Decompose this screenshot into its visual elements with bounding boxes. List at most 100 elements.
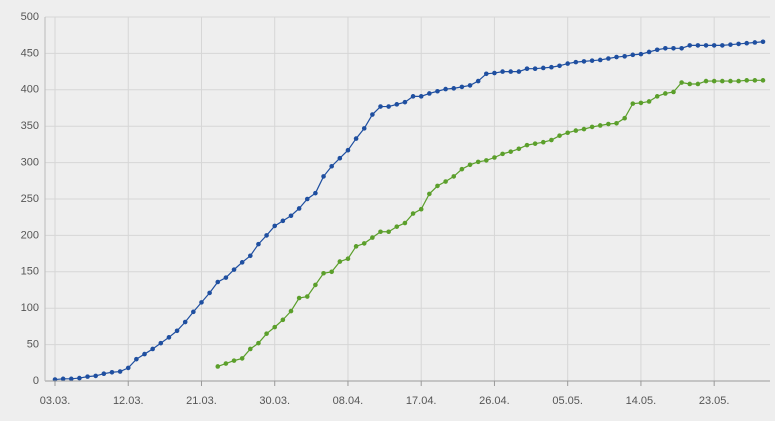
data-point xyxy=(125,365,131,371)
y-tick-label: 300 xyxy=(21,157,39,169)
data-point xyxy=(451,174,457,179)
data-point xyxy=(402,99,408,105)
data-point xyxy=(760,39,766,45)
plot xyxy=(52,39,766,382)
data-point xyxy=(736,78,741,84)
data-point xyxy=(256,241,261,247)
data-point xyxy=(288,213,294,219)
data-point xyxy=(410,211,416,216)
data-point xyxy=(492,70,497,76)
data-point xyxy=(720,43,725,48)
data-point xyxy=(77,375,82,381)
data-point xyxy=(646,49,652,55)
y-tick-label: 0 xyxy=(33,375,39,387)
data-point xyxy=(142,351,147,357)
data-point xyxy=(231,267,237,272)
data-point xyxy=(532,66,538,71)
x-tick-label: 08.04. xyxy=(333,395,364,407)
data-point xyxy=(663,46,668,51)
data-point xyxy=(378,229,383,235)
data-point xyxy=(606,121,611,127)
data-point xyxy=(443,179,448,184)
x-tick-label: 14.05. xyxy=(626,395,657,407)
x-tick-label: 05.05. xyxy=(552,395,583,407)
data-point xyxy=(68,376,74,382)
data-point xyxy=(427,191,432,197)
data-point xyxy=(117,369,123,374)
data-point xyxy=(296,206,302,211)
data-point xyxy=(760,78,766,83)
data-point xyxy=(581,126,587,132)
data-point xyxy=(150,346,155,352)
y-tick-label: 350 xyxy=(21,120,39,132)
data-point xyxy=(329,269,334,275)
data-point xyxy=(101,371,107,377)
data-point xyxy=(60,376,66,382)
data-point xyxy=(361,241,367,246)
data-point xyxy=(703,43,709,48)
x-tick-label: 26.04. xyxy=(479,395,510,407)
data-point xyxy=(703,78,709,84)
data-point xyxy=(549,137,554,143)
data-point xyxy=(467,162,473,168)
data-point xyxy=(394,102,400,107)
data-point xyxy=(134,356,139,362)
y-tick-label: 450 xyxy=(21,47,39,59)
data-point xyxy=(484,71,489,77)
data-point xyxy=(459,166,465,172)
data-point xyxy=(549,64,554,70)
data-point xyxy=(280,218,286,224)
data-point xyxy=(728,78,733,84)
data-point xyxy=(451,86,457,91)
data-point xyxy=(264,331,269,336)
data-point xyxy=(597,123,603,128)
data-point xyxy=(199,300,204,305)
data-point xyxy=(679,80,684,85)
data-point xyxy=(264,233,269,238)
data-point xyxy=(313,282,318,288)
data-point xyxy=(630,101,636,106)
data-point xyxy=(492,155,497,160)
data-point xyxy=(671,89,676,95)
data-point xyxy=(614,54,619,60)
data-point xyxy=(386,104,391,109)
data-point xyxy=(728,42,733,47)
data-point xyxy=(304,294,310,299)
data-point xyxy=(500,151,505,157)
series-line xyxy=(54,41,764,381)
data-point xyxy=(248,253,253,259)
data-point xyxy=(215,364,221,369)
data-point xyxy=(720,78,725,84)
data-point xyxy=(223,361,229,366)
data-point xyxy=(508,149,514,154)
y-tick-label: 250 xyxy=(21,193,39,205)
data-point xyxy=(711,43,717,48)
data-point xyxy=(654,94,660,99)
data-point xyxy=(93,373,98,379)
data-point xyxy=(280,317,286,323)
data-point xyxy=(223,275,229,280)
data-point xyxy=(736,41,741,47)
data-point xyxy=(630,52,636,58)
data-point xyxy=(386,229,391,235)
data-point xyxy=(459,84,465,90)
data-point xyxy=(410,94,416,99)
grid xyxy=(45,16,770,382)
data-point xyxy=(418,94,424,99)
data-point xyxy=(329,163,334,169)
data-point xyxy=(614,120,619,126)
data-point xyxy=(313,190,318,196)
x-tick-label: 12.03. xyxy=(113,395,144,407)
data-point xyxy=(654,47,660,53)
data-point xyxy=(321,270,326,276)
data-point xyxy=(711,78,717,84)
data-point xyxy=(524,142,530,148)
data-point xyxy=(646,99,652,104)
y-tick-label: 200 xyxy=(21,229,39,241)
data-point xyxy=(508,69,514,74)
data-point xyxy=(589,58,595,63)
data-point xyxy=(207,290,212,296)
data-point xyxy=(288,308,294,314)
y-tick-label: 400 xyxy=(21,84,39,96)
y-tick-label: 50 xyxy=(27,339,39,351)
